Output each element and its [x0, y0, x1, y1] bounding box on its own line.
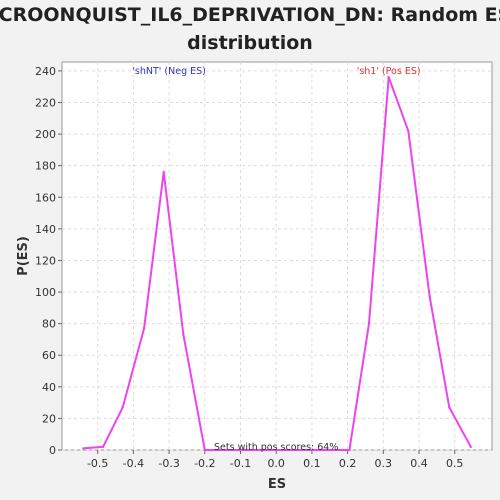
data-point — [203, 448, 206, 452]
grid — [62, 62, 492, 451]
x-tick-label: -0.3 — [158, 457, 179, 470]
annotations: 'shNT' (Neg ES) 'sh1' (Pos ES) Sets with p… — [132, 66, 420, 453]
x-axis: -0.5 -0.4 -0.3 -0.2 -0.1 0.0 0.1 0.2 0.3 0.4 0.5 — [87, 450, 463, 470]
y-axis: 0 20 40 60 80 100 120 140 160 180 200 220 240 — [35, 65, 62, 457]
y-tick-label: 40 — [42, 381, 56, 394]
x-tick-label: 0.2 — [339, 457, 357, 470]
data-point — [321, 448, 324, 452]
y-tick-label: 140 — [35, 223, 56, 236]
data-point — [162, 170, 165, 174]
data-point — [469, 445, 472, 449]
y-tick-label: 200 — [35, 128, 56, 141]
data-point — [242, 448, 246, 452]
data-point — [262, 448, 265, 452]
x-tick-label: 0.4 — [410, 457, 428, 470]
x-axis-title: ES — [268, 477, 286, 492]
y-tick-label: 160 — [35, 191, 56, 204]
data-point — [387, 76, 390, 79]
x-tick-label: 0.3 — [375, 457, 393, 470]
data-point — [301, 448, 305, 452]
series-layer — [82, 76, 472, 452]
x-tick-label: -0.4 — [123, 457, 144, 470]
annotation-label: Sets with pos scores: 64% — [214, 442, 338, 453]
data-point — [223, 448, 226, 452]
data-point — [101, 445, 105, 449]
chart-title-line-2: distribution — [187, 32, 313, 54]
x-tick-label: -0.2 — [194, 457, 215, 470]
y-tick-label: 120 — [35, 254, 56, 267]
annotation-label: 'sh1' (Pos ES) — [357, 66, 421, 77]
data-point — [121, 406, 124, 409]
y-tick-label: 100 — [35, 286, 56, 299]
y-tick-label: 240 — [35, 65, 56, 78]
data-point — [82, 447, 85, 450]
x-tick-label: 0.1 — [303, 457, 321, 470]
data-point — [341, 448, 344, 452]
y-tick-label: 60 — [42, 349, 56, 362]
data-point — [182, 333, 185, 336]
x-tick-label: -0.1 — [230, 457, 251, 470]
data-point — [448, 406, 451, 409]
y-axis-title: P(ES) — [16, 236, 31, 276]
data-point — [348, 448, 351, 452]
data-point — [407, 129, 410, 133]
annotation-label: 'shNT' (Neg ES) — [132, 66, 206, 77]
y-tick-label: 80 — [42, 318, 56, 331]
y-tick-label: 220 — [35, 96, 56, 109]
x-tick-label: -0.5 — [87, 457, 108, 470]
y-tick-label: 20 — [42, 412, 56, 425]
data-point — [282, 448, 285, 452]
data-point — [428, 295, 431, 298]
y-tick-label: 0 — [49, 444, 56, 457]
x-tick-label: 0.5 — [446, 457, 464, 470]
x-tick-label: 0.0 — [267, 457, 285, 470]
data-point — [142, 327, 146, 330]
chart-title-line-1: CROONQUIST_IL6_DEPRIVATION_DN: Random ES — [0, 4, 500, 26]
data-point — [367, 322, 371, 325]
y-tick-label: 180 — [35, 160, 56, 173]
